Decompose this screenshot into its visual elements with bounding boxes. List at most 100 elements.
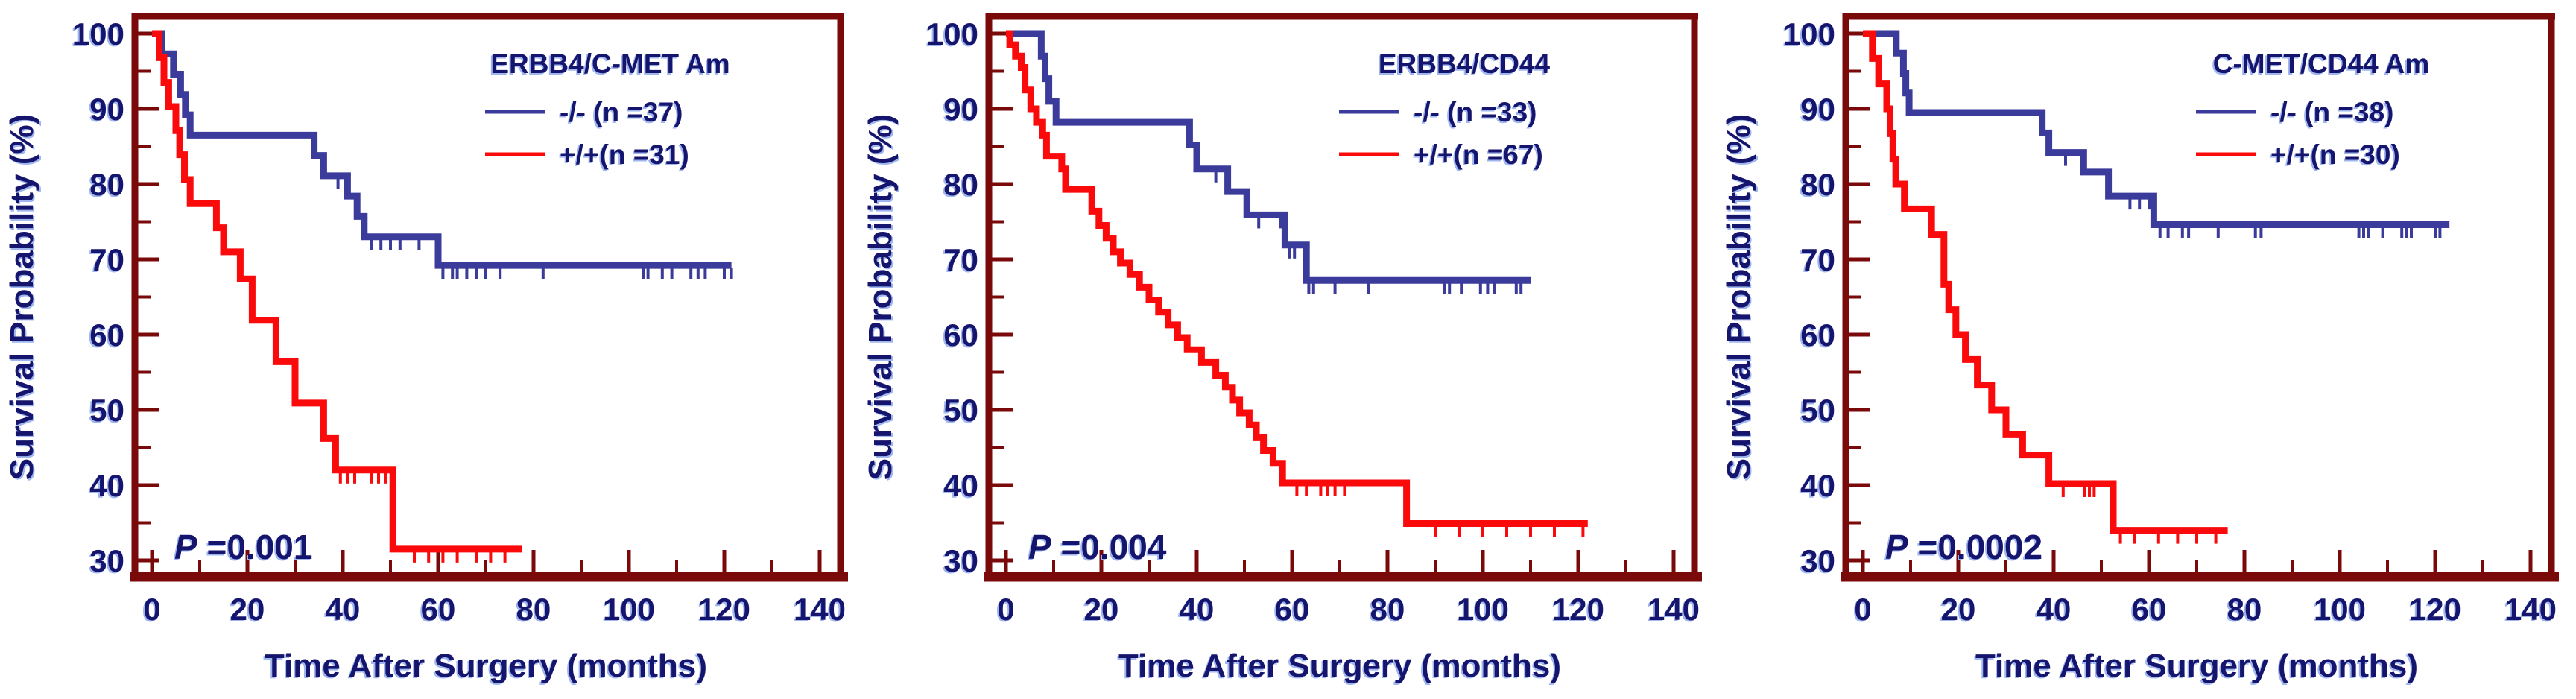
- y-tick-label-halo: 100: [71, 18, 123, 53]
- axis-titles: Survival Probability (%)Survival Probabi…: [862, 114, 1561, 686]
- x-tick-label: 140: [794, 592, 846, 627]
- y-tick-label-halo: 30: [942, 545, 977, 580]
- x-tick-label-halo: 140: [1646, 593, 1698, 628]
- y-tick-label-halo: 30: [88, 545, 123, 580]
- y-tick-label-halo: 60: [942, 319, 977, 354]
- legend-label-positive: +/+(n =30): [2270, 139, 2400, 170]
- series-positive: [1006, 30, 1588, 537]
- x-tick-label: 80: [2227, 592, 2262, 627]
- p-value-label: P =0.0002: [1885, 528, 2042, 566]
- legend-title: C-MET/CD44 Am: [2213, 48, 2430, 79]
- legend-label-negative-halo: -/- (n =33): [1412, 98, 1536, 129]
- y-tick-label: 60: [943, 317, 978, 352]
- legend-title-halo: ERBB4/C-MET Am: [489, 50, 728, 80]
- survival-curve-positive: [1863, 30, 2228, 534]
- y-tick-label: 50: [1800, 393, 1835, 428]
- p-value-label-p-rest: =0.001: [197, 528, 313, 566]
- x-tick-label: 0: [1854, 592, 1871, 627]
- x-tick-label-halo: 0: [996, 593, 1013, 628]
- legend-label-positive-halo: +/+(n =31): [558, 141, 688, 171]
- y-tick-label: 70: [943, 242, 978, 277]
- y-tick-label: 40: [1800, 468, 1835, 503]
- plot-frame: [1841, 13, 2559, 582]
- x-tick-label-halo: 100: [2312, 593, 2364, 628]
- y-tick-label: 100: [72, 16, 124, 51]
- x-tick-label: 60: [421, 592, 456, 627]
- y-tick-label-halo: 90: [942, 93, 977, 128]
- x-tick-label: 0: [143, 592, 160, 627]
- y-tick-label-halo: 40: [1799, 469, 1834, 505]
- y-tick-label-halo: 80: [942, 168, 977, 203]
- y-tick-label-halo: 100: [1782, 18, 1834, 53]
- p-value-label-p-italic: P: [1028, 528, 1051, 566]
- y-tick-label: 30: [943, 543, 978, 578]
- survival-curve-positive: [1006, 30, 1588, 528]
- y-tick-label: 90: [943, 92, 978, 127]
- x-tick-label: 100: [603, 592, 655, 627]
- y-tick-label-halo: 60: [1799, 319, 1834, 354]
- x-tick-label: 80: [516, 592, 551, 627]
- y-tick-label-halo: 70: [88, 244, 123, 279]
- p-value-label-p-rest: =0.0002: [1908, 528, 2042, 566]
- plot-frame: [130, 13, 848, 582]
- x-axis-title-halo: Time After Surgery (months): [263, 649, 706, 686]
- p-value-label-halo: P =0.004: [1027, 529, 1165, 568]
- x-tick-label: 60: [1275, 592, 1310, 627]
- x-tick-label-halo: 120: [697, 593, 749, 628]
- x-tick-label: 60: [2132, 592, 2167, 627]
- p-value-label-p-rest: =0.004: [1050, 529, 1165, 568]
- axis-titles: Survival Probability (%)Survival Probabi…: [1721, 114, 2418, 686]
- series-positive: [1863, 30, 2228, 544]
- x-tick-label-halo: 0: [142, 593, 159, 628]
- p-value-label-halo: P =0.0002: [1884, 529, 2041, 568]
- y-tick-label: 90: [89, 92, 124, 127]
- legend-label-negative-halo: -/- (n =37): [558, 98, 682, 129]
- x-axis-title: Time After Surgery (months): [265, 648, 707, 684]
- x-tick-label: 20: [1941, 592, 1976, 627]
- legend-title: ERBB4/C-MET Am: [490, 48, 730, 79]
- survival-curve-negative: [1006, 30, 1531, 284]
- y-tick-label-halo: 80: [1799, 168, 1834, 203]
- y-tick-label-halo: 70: [942, 244, 977, 279]
- x-tick-label: 40: [326, 592, 361, 627]
- y-tick-label-halo: 80: [88, 168, 123, 203]
- y-tick-label-halo: 70: [1799, 244, 1834, 279]
- x-tick-label-halo: 60: [2130, 593, 2165, 628]
- y-tick-label: 30: [89, 543, 124, 578]
- y-tick-label: 80: [89, 167, 124, 202]
- series-negative: [152, 30, 733, 279]
- y-axis-title: Survival Probability (%): [1721, 114, 1757, 480]
- y-tick-label-halo: 30: [1799, 545, 1834, 580]
- x-tick-label-halo: 20: [1083, 593, 1118, 628]
- x-tick-label-halo: 100: [1455, 593, 1507, 628]
- x-tick-label: 0: [997, 592, 1014, 627]
- legend: C-MET/CD44 AmC-MET/CD44 Am-/- (n =38)-/-…: [2196, 48, 2429, 171]
- y-tick-label-halo: 100: [925, 18, 977, 53]
- y-tick-label: 100: [926, 16, 978, 51]
- p-value-label-p-italic: P: [1885, 528, 1908, 566]
- y-tick-label: 40: [89, 468, 124, 503]
- y-axis-title-halo: Survival Probability (%): [1722, 116, 1759, 481]
- legend-label-negative: -/- (n =37): [560, 97, 683, 127]
- series-negative: [1006, 30, 1531, 294]
- x-tick-label: 40: [1180, 592, 1215, 627]
- legend-title: ERBB4/CD44: [1379, 48, 1551, 79]
- x-tick-label-halo: 40: [324, 593, 359, 628]
- x-tick-label: 140: [2504, 592, 2557, 627]
- y-axis-title-halo: Survival Probability (%): [864, 116, 900, 481]
- y-tick-label: 100: [1783, 16, 1835, 51]
- km-panel-erbb4-cmet: 100 100 90 90 80 80 70 70 60 60 50 50 40 40 30 30 0 0 20 20…: [0, 0, 858, 699]
- x-tick-label-halo: 80: [2226, 593, 2261, 628]
- p-value-label-p-rest: =0.0002: [1907, 529, 2041, 568]
- y-tick-label-halo: 40: [88, 469, 123, 505]
- x-axis-title: Time After Surgery (months): [1975, 648, 2418, 684]
- y-tick-label: 50: [943, 393, 978, 428]
- y-tick-label-halo: 50: [88, 394, 123, 429]
